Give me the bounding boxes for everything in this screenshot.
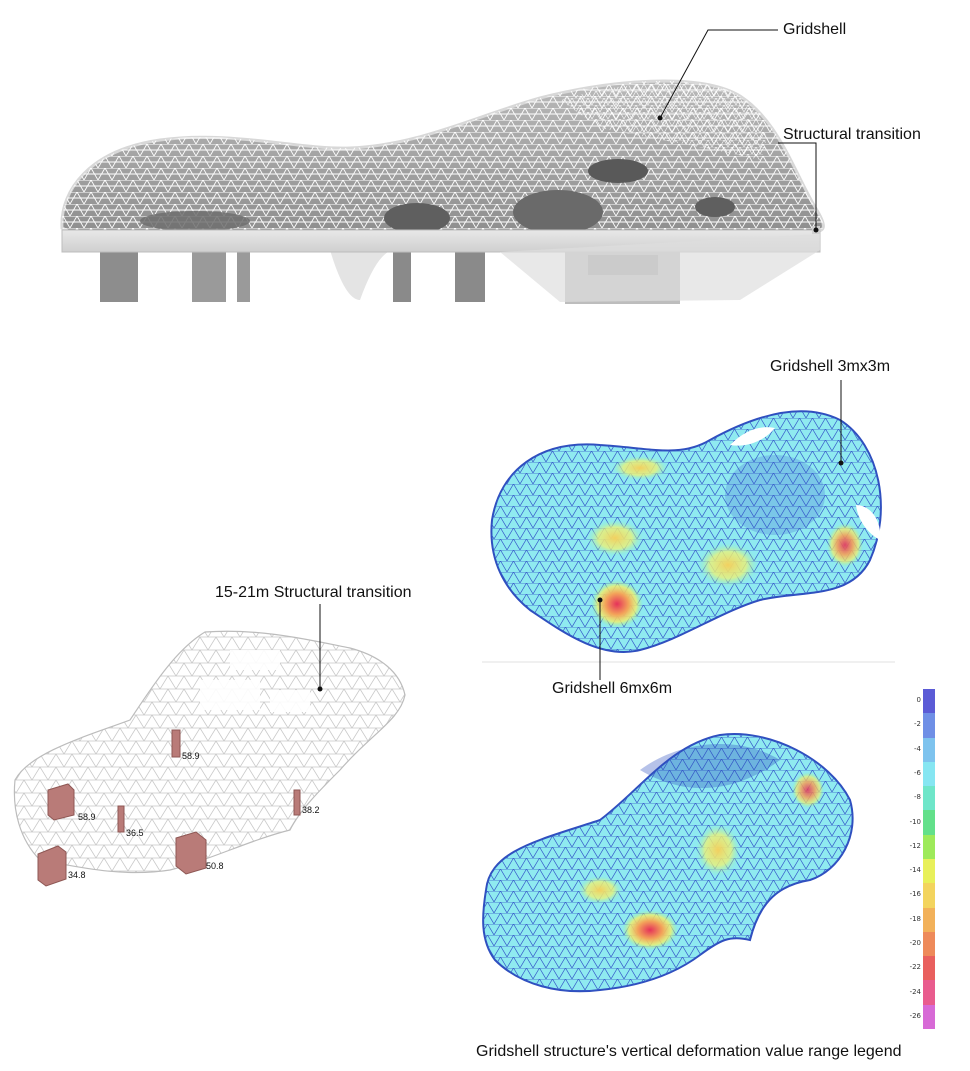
legend-tick-label: -26 <box>909 1011 921 1020</box>
legend-tick-label: -6 <box>914 769 921 777</box>
legend-tick-label: -24 <box>909 987 921 996</box>
legend-tick-label: -16 <box>909 890 921 899</box>
legend-swatch <box>923 689 935 714</box>
legend-caption: Gridshell structure's vertical deformati… <box>476 1043 902 1060</box>
callout-gridshell-6m: Gridshell 6mx6m <box>552 680 673 697</box>
legend-tick-label: -2 <box>914 720 921 729</box>
columns <box>37 729 301 887</box>
legend-tick-label: -10 <box>909 817 921 826</box>
legend-swatch <box>923 1004 935 1030</box>
legend-swatch <box>923 907 935 933</box>
legend-swatch <box>923 883 935 909</box>
legend-ticks: 0 -2 -4 -6 -8 -10 -12 -14 -16 -18 -20 -22 -24 -26 <box>905 689 923 1029</box>
legend-swatch <box>923 761 935 787</box>
deformation-legend: 0 -2 -4 -6 -8 -10 -12 -14 -16 -18 -20 -22 -24 -26 <box>905 689 960 1031</box>
legend-tick-label: -20 <box>909 939 921 947</box>
legend-swatch <box>923 786 935 811</box>
legend-swatch <box>923 956 935 981</box>
callout-gridshell: Gridshell <box>783 21 847 38</box>
legend-tick-label: -14 <box>909 866 921 875</box>
legend-swatch <box>923 834 935 860</box>
legend-swatch <box>923 713 935 739</box>
callout-transition-span: 15-21m Structural transition <box>215 584 412 601</box>
callout-gridshell-3m: Gridshell 3mx3m <box>770 358 891 375</box>
legend-tick-label: -8 <box>914 793 921 802</box>
legend-swatch <box>923 810 935 836</box>
legend-swatch <box>923 980 935 1006</box>
legend-swatch <box>923 931 935 957</box>
callout-structural-transition: Structural transition <box>783 126 921 143</box>
legend-tick-label: -18 <box>909 914 921 923</box>
legend-tick-label: -4 <box>914 744 921 753</box>
legend-tick-label: -22 <box>909 963 921 972</box>
legend-swatch <box>923 737 935 763</box>
column-value-6: 50.8 <box>206 861 224 871</box>
legend-tick-label: -12 <box>909 841 921 850</box>
column-value-4: 38.2 <box>302 805 320 815</box>
column-value-2: 58.9 <box>78 812 96 822</box>
legend-color-bar <box>923 689 935 1030</box>
column-value-1: 58.9 <box>182 751 200 761</box>
legend-swatch <box>923 859 935 884</box>
column-value-5: 34.8 <box>68 870 86 880</box>
column-value-3: 36.5 <box>126 828 144 838</box>
legend-tick-label: 0 <box>916 696 921 705</box>
